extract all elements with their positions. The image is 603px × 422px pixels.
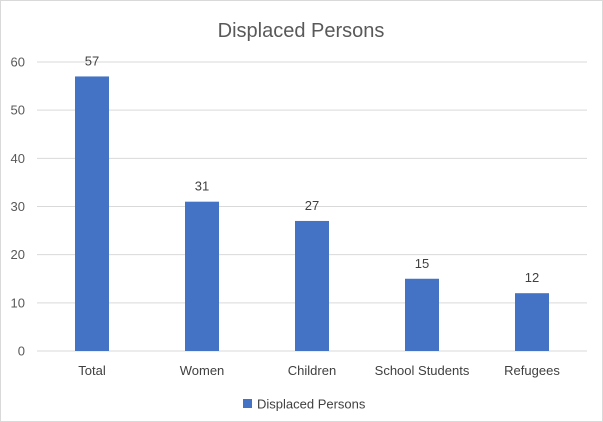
chart-title: Displaced Persons bbox=[218, 20, 385, 42]
legend-swatch bbox=[243, 399, 252, 408]
y-axis-ticks: 0 10 20 30 40 50 60 bbox=[11, 55, 25, 359]
x-tick-label: Women bbox=[180, 363, 225, 378]
x-tick-label: Refugees bbox=[504, 363, 560, 378]
data-label: 31 bbox=[195, 179, 209, 194]
y-tick-label: 60 bbox=[11, 55, 25, 70]
y-tick-label: 30 bbox=[11, 199, 25, 214]
legend-label: Displaced Persons bbox=[257, 397, 366, 412]
data-label: 15 bbox=[415, 256, 429, 271]
data-label: 57 bbox=[85, 53, 99, 68]
legend: Displaced Persons bbox=[243, 397, 366, 412]
data-label: 12 bbox=[525, 270, 539, 285]
x-tick-label: Children bbox=[288, 363, 336, 378]
x-axis-ticks: Total Women Children School Students Refugee… bbox=[78, 363, 560, 378]
bar-refugees bbox=[515, 293, 549, 351]
y-tick-label: 10 bbox=[11, 295, 25, 310]
data-labels: 57 31 27 15 12 bbox=[85, 53, 539, 285]
y-tick-label: 50 bbox=[11, 103, 25, 118]
bar-school-students bbox=[405, 278, 439, 351]
bars bbox=[75, 76, 549, 351]
x-tick-label: School Students bbox=[375, 363, 470, 378]
bar-children bbox=[295, 220, 329, 351]
bar-women bbox=[185, 201, 219, 351]
y-tick-label: 40 bbox=[11, 151, 25, 166]
y-tick-label: 20 bbox=[11, 247, 25, 262]
bar-total bbox=[75, 76, 109, 351]
data-label: 27 bbox=[305, 198, 319, 213]
x-tick-label: Total bbox=[78, 363, 106, 378]
y-tick-label: 0 bbox=[18, 344, 25, 359]
